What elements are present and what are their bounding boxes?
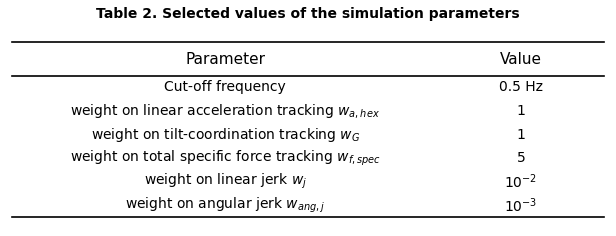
Text: weight on linear jerk $w_{j}$: weight on linear jerk $w_{j}$ (144, 172, 307, 191)
Text: weight on total specific force tracking $w_{f,spec}$: weight on total specific force tracking … (70, 148, 381, 168)
Text: $10^{-3}$: $10^{-3}$ (505, 196, 538, 215)
Text: Parameter: Parameter (185, 51, 265, 67)
Text: Value: Value (500, 51, 542, 67)
Text: weight on linear acceleration tracking $w_{a,hex}$: weight on linear acceleration tracking $… (70, 102, 380, 120)
Text: 1: 1 (516, 104, 525, 118)
Text: 1: 1 (516, 127, 525, 142)
Text: 5: 5 (516, 151, 525, 165)
Text: Cut-off frequency: Cut-off frequency (164, 80, 286, 94)
Text: weight on tilt-coordination tracking $w_{G}$: weight on tilt-coordination tracking $w_… (91, 126, 360, 143)
Text: $10^{-2}$: $10^{-2}$ (505, 173, 538, 191)
Text: weight on angular jerk $w_{ang,j}$: weight on angular jerk $w_{ang,j}$ (125, 196, 325, 215)
Text: 0.5 Hz: 0.5 Hz (499, 80, 543, 94)
Text: Table 2. Selected values of the simulation parameters: Table 2. Selected values of the simulati… (96, 7, 520, 21)
